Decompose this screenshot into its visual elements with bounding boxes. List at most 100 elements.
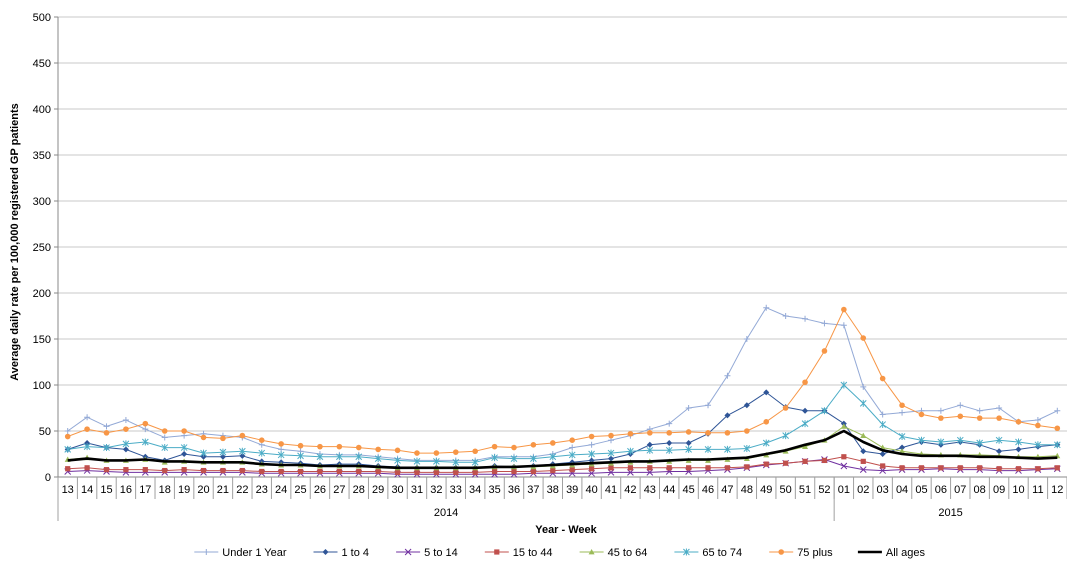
data-point-15-to-44 — [84, 465, 90, 471]
legend-item-15-to-44: 15 to 44 — [484, 547, 553, 559]
data-point-under-1-year — [937, 407, 944, 414]
x-tick-label: 39 — [566, 484, 578, 496]
data-point-65-to-74 — [607, 449, 615, 457]
legend-item-65-to-74: 65 to 74 — [674, 547, 742, 559]
data-point-1-to-4 — [879, 451, 886, 457]
series-75-plus — [64, 306, 1061, 456]
data-point-1-to-4 — [646, 441, 653, 448]
data-point-65-to-74 — [64, 445, 72, 453]
data-point-15-to-44 — [1015, 466, 1022, 472]
data-point-65-to-74 — [937, 438, 945, 446]
data-point-65-to-74 — [219, 448, 227, 456]
x-tick-label: 25 — [294, 484, 306, 496]
x-tick-label: 40 — [585, 484, 597, 496]
data-point-65-to-74 — [685, 445, 692, 453]
data-point-45-to-64 — [860, 432, 867, 438]
data-point-1-to-4 — [219, 453, 226, 460]
x-tick-label: 30 — [391, 484, 403, 496]
data-point-15-to-44 — [1035, 466, 1041, 472]
data-point-75-plus — [414, 450, 420, 456]
legend-marker-under-1-year — [203, 549, 210, 555]
series-15-to-44 — [65, 454, 1060, 475]
x-tick-label: 14 — [81, 484, 93, 496]
data-point-15-to-44 — [977, 465, 983, 471]
legend-label: 5 to 14 — [424, 547, 458, 559]
y-tick-label: 200 — [33, 288, 51, 300]
data-point-under-1-year — [899, 409, 906, 416]
data-point-1-to-4 — [1015, 446, 1022, 453]
data-point-75-plus — [647, 430, 653, 436]
x-tick-label: 51 — [799, 484, 811, 496]
data-point-65-to-74 — [258, 449, 266, 457]
data-point-15-to-44 — [278, 468, 284, 475]
data-point-15-to-44 — [181, 467, 187, 473]
x-tick-label: 32 — [430, 484, 442, 496]
series-line-5-to-14 — [67, 459, 1058, 475]
x-tick-label: 35 — [488, 484, 500, 496]
data-point-75-plus — [879, 375, 886, 382]
legend-label: 15 to 44 — [513, 547, 553, 559]
data-point-5-to-14 — [840, 462, 848, 470]
data-point-75-plus — [608, 432, 614, 439]
x-tick-label: 22 — [236, 484, 248, 496]
y-tick-label: 150 — [33, 334, 51, 346]
data-point-1-to-4 — [239, 452, 246, 459]
data-point-1-to-4 — [666, 439, 673, 446]
data-point-15-to-44 — [1054, 465, 1060, 471]
data-point-under-1-year — [957, 402, 964, 409]
legend-label: All ages — [886, 547, 926, 559]
series-all-ages — [67, 429, 1058, 470]
x-tick-label: 03 — [877, 484, 889, 496]
data-point-65-to-74 — [530, 455, 537, 463]
data-point-15-to-44 — [375, 468, 381, 475]
data-point-under-1-year — [782, 313, 789, 319]
legend-label: 1 to 4 — [342, 547, 370, 559]
data-point-65-to-74 — [568, 451, 576, 459]
x-tick-label: 05 — [915, 484, 927, 496]
year-label: 2015 — [938, 507, 962, 519]
data-point-under-1-year — [860, 383, 867, 390]
series-line-15-to-44 — [67, 456, 1058, 473]
x-tick-label: 45 — [683, 484, 695, 496]
data-point-under-1-year — [840, 322, 847, 329]
data-point-15-to-44 — [453, 469, 459, 475]
y-tick-label: 0 — [45, 472, 51, 484]
x-tick-label: 37 — [527, 484, 539, 496]
data-point-65-to-74 — [1034, 441, 1042, 449]
data-point-65-to-74 — [704, 445, 712, 453]
data-point-under-1-year — [1054, 407, 1061, 414]
x-tick-label: 07 — [954, 484, 966, 496]
series-lines — [64, 304, 1061, 478]
x-tick-label: 24 — [275, 484, 287, 496]
x-tick-label: 36 — [508, 484, 520, 496]
data-point-15-to-44 — [550, 467, 556, 474]
year-label: 2014 — [434, 507, 458, 519]
data-point-65-to-74 — [859, 399, 867, 407]
data-point-65-to-74 — [646, 446, 654, 454]
x-tick-label: 48 — [741, 484, 753, 496]
data-point-15-to-44 — [65, 466, 71, 472]
legend-item-1-to-4: 1 to 4 — [313, 547, 370, 559]
data-point-75-plus — [355, 444, 362, 451]
data-point-65-to-74 — [588, 450, 595, 458]
data-point-under-1-year — [976, 407, 983, 414]
data-point-65-to-74 — [510, 455, 518, 463]
data-point-65-to-74 — [840, 381, 848, 389]
legend-item-5-to-14: 5 to 14 — [396, 547, 458, 559]
data-point-65-to-74 — [394, 456, 401, 464]
data-point-45-to-64 — [899, 448, 906, 454]
data-point-65-to-74 — [336, 453, 343, 461]
data-point-under-1-year — [996, 405, 1003, 411]
data-point-15-to-44 — [220, 467, 226, 474]
data-point-15-to-44 — [821, 457, 828, 464]
data-point-15-to-44 — [627, 465, 634, 471]
data-point-75-plus — [239, 432, 246, 439]
data-point-75-plus — [491, 443, 498, 450]
data-point-75-plus — [996, 415, 1002, 421]
data-point-75-plus — [918, 411, 925, 418]
data-point-65-to-74 — [627, 447, 634, 455]
x-tick-label: 15 — [100, 484, 112, 496]
data-point-15-to-44 — [938, 465, 944, 471]
data-point-75-plus — [1054, 425, 1061, 432]
data-point-75-plus — [705, 430, 711, 436]
